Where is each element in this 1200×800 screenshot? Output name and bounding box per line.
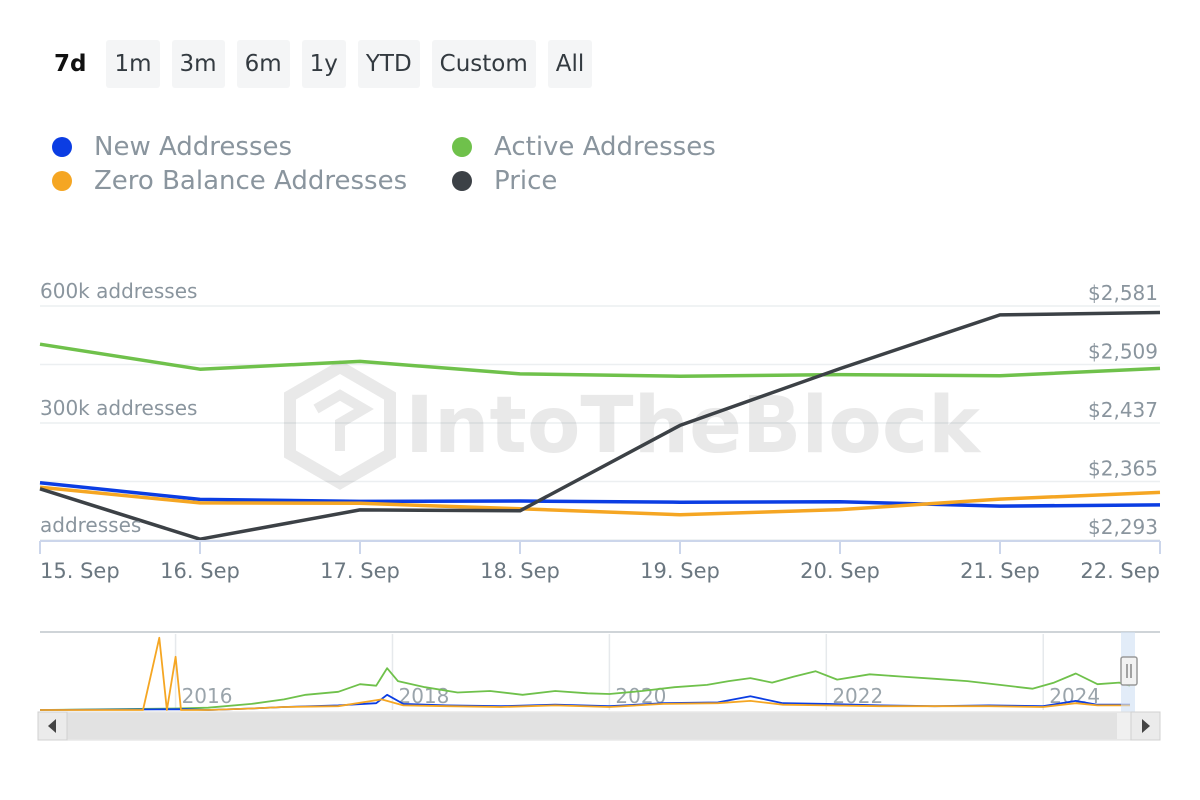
x-axis-tick-label: 15. Sep xyxy=(40,559,120,583)
series-lines xyxy=(39,310,1161,541)
x-axis-tick-label: 18. Sep xyxy=(480,559,560,583)
right-axis-tick-label: $2,365 xyxy=(1088,457,1158,481)
watermark-logo-icon xyxy=(284,360,396,490)
main-chart: IntoTheBlock addresses 300k addresses 600k… xyxy=(39,279,1161,583)
navigator-grid: 2016 2018 2020 2022 2024 xyxy=(174,634,1100,710)
left-axis-tick-label: 300k addresses xyxy=(40,396,197,420)
arrow-left-icon xyxy=(48,719,56,733)
right-axis-tick-label: $2,293 xyxy=(1088,515,1158,539)
range-button-1m[interactable]: 1m xyxy=(106,40,160,88)
x-axis-tick-label: 19. Sep xyxy=(640,559,720,583)
legend-marker xyxy=(452,137,472,157)
range-selector: 7d 1m 3m 6m 1y YTD Custom All xyxy=(46,40,593,88)
legend-marker xyxy=(452,171,472,191)
left-axis-tick-label: 600k addresses xyxy=(40,279,197,303)
range-button-all[interactable]: All xyxy=(547,40,593,88)
legend-marker xyxy=(52,137,72,157)
navigator-line-active-addresses xyxy=(39,667,1131,711)
right-axis-tick-label: $2,437 xyxy=(1088,398,1158,422)
scroll-left-button[interactable] xyxy=(37,711,68,741)
x-axis-tick-label: 21. Sep xyxy=(960,559,1040,583)
legend-item-zero-balance-addresses[interactable]: Zero Balance Addresses xyxy=(52,166,407,196)
legend-item-price[interactable]: Price xyxy=(452,166,557,196)
arrow-right-icon xyxy=(1142,719,1150,733)
range-button-custom[interactable]: Custom xyxy=(431,40,536,88)
legend-marker xyxy=(52,171,72,191)
series-line-zero-balance-addresses xyxy=(39,485,1161,517)
axes: addresses 300k addresses 600k addresses $2,… xyxy=(39,279,1161,583)
navigator-year-label: 2016 xyxy=(182,684,233,708)
watermark-text: IntoTheBlock xyxy=(405,381,982,471)
x-axis-tick-label: 16. Sep xyxy=(160,559,240,583)
range-button-3m[interactable]: 3m xyxy=(171,40,225,88)
legend-label: Active Addresses xyxy=(494,132,716,162)
watermark: IntoTheBlock xyxy=(284,360,982,490)
legend-label: New Addresses xyxy=(94,132,293,162)
scrollbar-thumb[interactable] xyxy=(67,713,1117,739)
x-axis-tick-label: 20. Sep xyxy=(800,559,880,583)
series-line-price xyxy=(39,310,1161,541)
x-axis-tick-label: 22. Sep xyxy=(1080,559,1160,583)
navigator-series xyxy=(39,636,1131,711)
right-axis-tick-label: $2,581 xyxy=(1088,281,1158,305)
range-button-6m[interactable]: 6m xyxy=(236,40,290,88)
scroll-right-button[interactable] xyxy=(1130,711,1161,741)
navigator: 2016 2018 2020 2022 2024 xyxy=(37,631,1161,741)
range-button-ytd[interactable]: YTD xyxy=(357,40,420,88)
legend-item-new-addresses[interactable]: New Addresses xyxy=(52,132,292,162)
legend-label: Zero Balance Addresses xyxy=(94,166,408,196)
legend-label: Price xyxy=(494,166,558,196)
series-line-new-addresses xyxy=(39,480,1161,508)
navigator-handle[interactable] xyxy=(1120,656,1138,686)
range-button-7d[interactable]: 7d xyxy=(54,51,87,77)
range-button-1y[interactable]: 1y xyxy=(301,40,346,88)
left-axis-tick-label: addresses xyxy=(40,513,141,537)
series-line-active-addresses xyxy=(39,342,1161,378)
right-axis-tick-label: $2,509 xyxy=(1088,340,1158,364)
legend-item-active-addresses[interactable]: Active Addresses xyxy=(452,132,716,162)
navigator-line-zero-balance-addresses xyxy=(40,636,1130,711)
x-axis-tick-label: 17. Sep xyxy=(320,559,400,583)
